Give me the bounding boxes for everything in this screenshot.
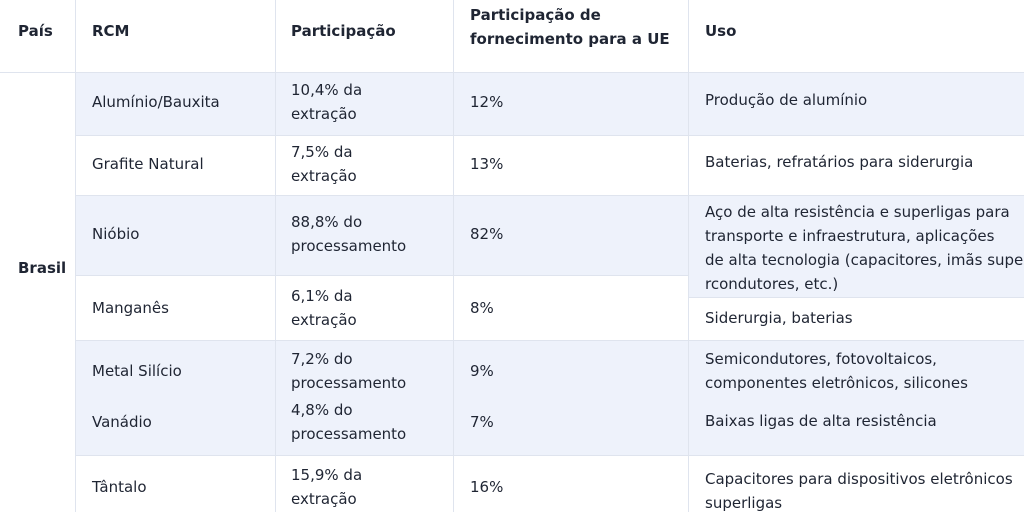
row-divider	[688, 297, 1024, 298]
table-cell: Metal Silício	[92, 362, 182, 380]
table-cell: 6,1% da	[291, 287, 353, 305]
row-divider	[688, 135, 1024, 136]
table-cell: Aço de alta resistência e superligas par…	[705, 203, 1010, 221]
table-cell: Brasil	[18, 259, 67, 277]
row-divider	[75, 195, 688, 196]
row-divider	[688, 455, 1024, 456]
table-cell: 7,2% do	[291, 350, 353, 368]
row-band	[688, 72, 1024, 135]
table-cell: 88,8% do	[291, 213, 363, 231]
column-divider	[75, 0, 76, 512]
column-divider	[275, 0, 276, 512]
row-divider	[75, 135, 688, 136]
table-cell: superligas	[705, 494, 783, 512]
table-cell: 13%	[470, 155, 504, 173]
table-cell: 7,5% da	[291, 143, 353, 161]
table-cell: extração	[291, 311, 357, 329]
header-cell: Uso	[705, 22, 737, 40]
row-divider	[75, 455, 688, 456]
row-band	[688, 340, 1024, 455]
table-cell: Baterias, refratários para siderurgia	[705, 153, 974, 171]
table-cell: 8%	[470, 299, 494, 317]
header-cell: RCM	[92, 22, 130, 40]
header-divider	[0, 72, 1024, 73]
table-cell: 7%	[470, 413, 494, 431]
table-cell: Capacitores para dispositivos eletrônico…	[705, 470, 1013, 488]
row-divider	[688, 195, 1024, 196]
row-divider	[75, 340, 688, 341]
table-cell: extração	[291, 105, 357, 123]
table-cell: Alumínio/Bauxita	[92, 93, 220, 111]
header-cell: Participação	[291, 22, 396, 40]
table-cell: processamento	[291, 374, 407, 392]
table-cell: componentes eletrônicos, silicones	[705, 374, 968, 392]
row-divider	[688, 340, 1024, 341]
row-band	[75, 195, 688, 275]
header-cell: Participação de	[470, 6, 601, 24]
table-cell: 10,4% da	[291, 81, 363, 99]
table-cell: transporte e infraestrutura, aplicações	[705, 227, 995, 245]
column-divider	[453, 0, 454, 512]
table-cell: rcondutores, etc.)	[705, 275, 839, 293]
table-cell: Grafite Natural	[92, 155, 204, 173]
table-cell: 4,8% do	[291, 401, 353, 419]
table-cell: 12%	[470, 93, 504, 111]
table-cell: Vanádio	[92, 413, 152, 431]
table-cell: Tântalo	[92, 478, 147, 496]
row-band	[75, 72, 688, 135]
table-cell: 82%	[470, 225, 504, 243]
table-cell: processamento	[291, 425, 407, 443]
table-cell: extração	[291, 490, 357, 508]
row-band	[75, 340, 688, 455]
table-cell: processamento	[291, 237, 407, 255]
table-cell: de alta tecnologia (capacitores, imãs su…	[705, 251, 1024, 269]
table-cell: 15,9% da	[291, 466, 363, 484]
table-cell: Nióbio	[92, 225, 140, 243]
table-cell: extração	[291, 167, 357, 185]
header-cell: fornecimento para a UE	[470, 30, 670, 48]
table-cell: Siderurgia, baterias	[705, 309, 853, 327]
table-cell: Baixas ligas de alta resistência	[705, 412, 937, 430]
table-cell: Manganês	[92, 299, 169, 317]
header-cell: País	[18, 22, 53, 40]
table-cell: 9%	[470, 362, 494, 380]
table-cell: Produção de alumínio	[705, 91, 868, 109]
table-cell: 16%	[470, 478, 504, 496]
row-divider	[75, 275, 688, 276]
column-divider	[688, 0, 689, 512]
table-cell: Semicondutores, fotovoltaicos,	[705, 350, 937, 368]
row-band	[688, 195, 1024, 297]
